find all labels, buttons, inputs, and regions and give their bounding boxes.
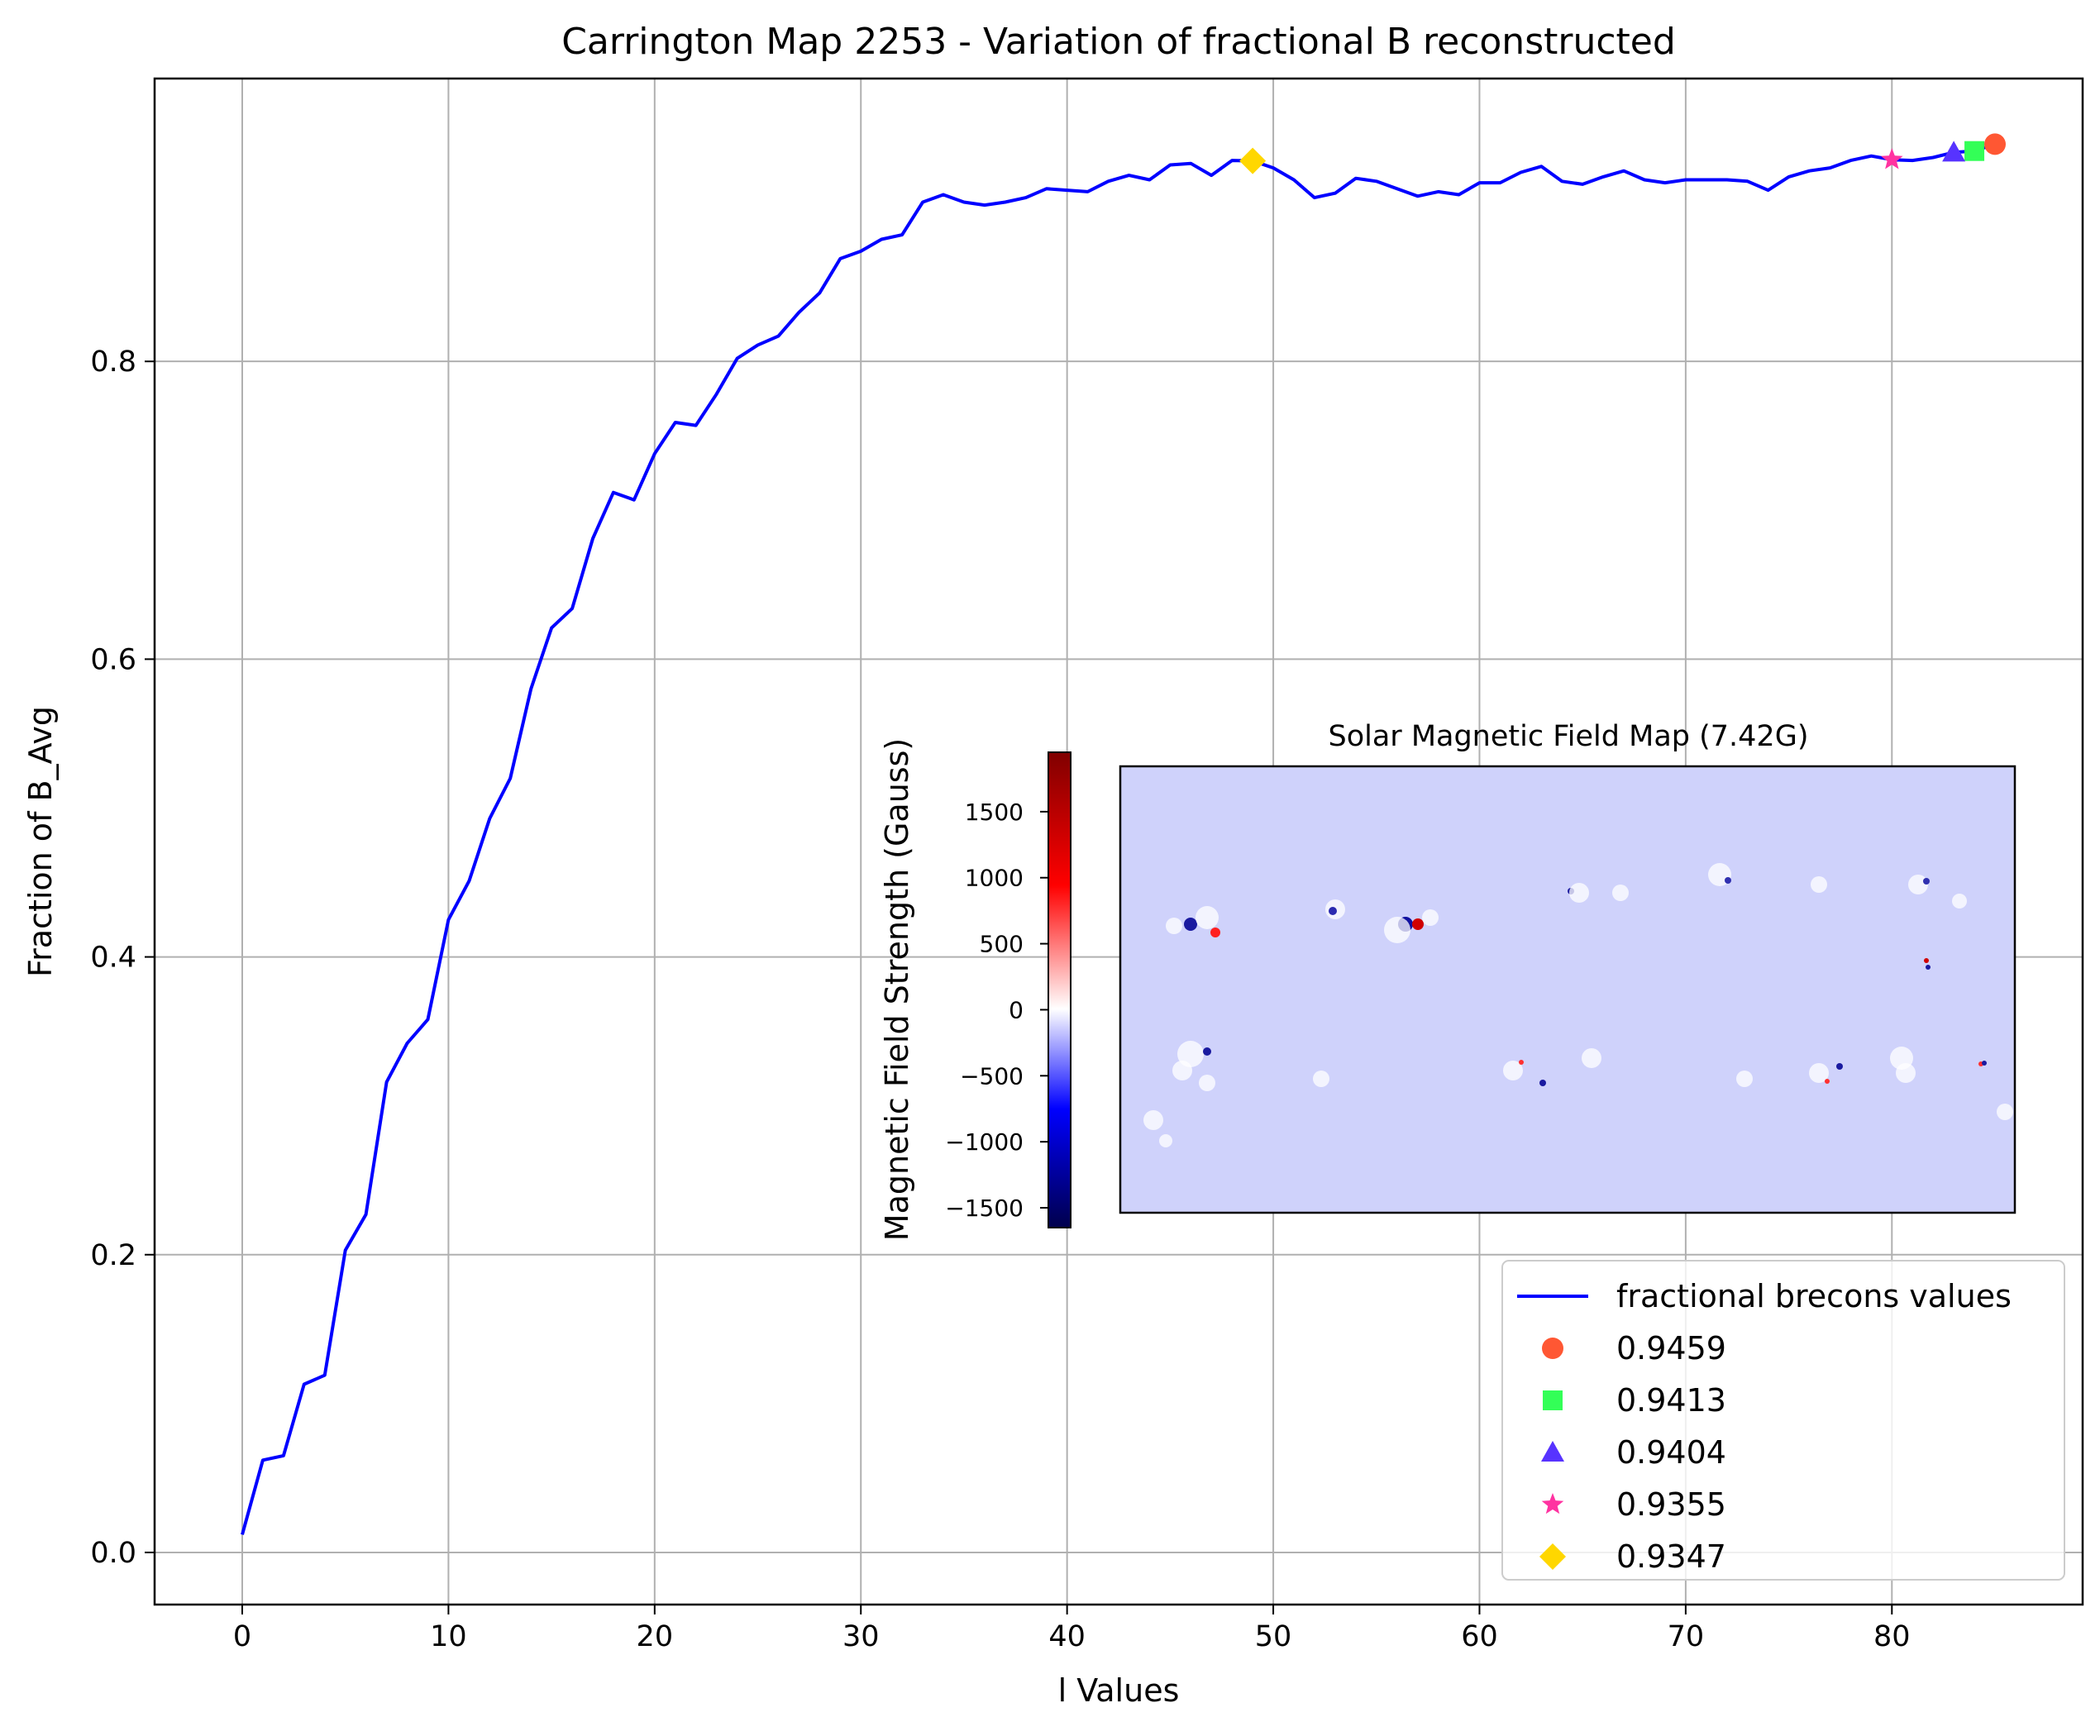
colorbar: 1500 1000 500 0 −500 −1000 −1500 Magnetic Fiel… — [879, 738, 1071, 1241]
legend-marker-label: 0.9413 — [1616, 1382, 1726, 1419]
active-region — [1569, 883, 1589, 903]
active-region — [1725, 877, 1731, 884]
active-region — [1159, 1134, 1172, 1147]
highlight-point — [1239, 147, 1267, 174]
active-region — [1503, 1061, 1523, 1080]
active-region — [1923, 878, 1930, 885]
colorbar-tick-label: 1500 — [965, 799, 1024, 826]
active-region — [1210, 928, 1220, 937]
legend: fractional brecons values 0.94590.94130.… — [1501, 1260, 2065, 1581]
active-region — [1172, 1061, 1192, 1080]
active-region — [1412, 918, 1424, 930]
active-region — [1196, 906, 1219, 929]
active-region — [1924, 958, 1929, 963]
active-region — [1811, 876, 1827, 893]
colorbar-tick-label: −500 — [960, 1062, 1024, 1090]
legend-marker-swatch — [1542, 1338, 1563, 1359]
legend-box — [1501, 1260, 2065, 1581]
inset-magnetic-map: Solar Magnetic Field Map (7.42G) — [1119, 720, 2016, 1214]
active-region — [1582, 1048, 1601, 1068]
x-tick-label: 20 — [637, 1620, 674, 1653]
x-axis-ticks: 0 10 20 30 40 50 60 70 80 — [233, 1605, 1911, 1653]
magnetic-map-features — [1143, 863, 2013, 1147]
active-region — [1177, 1041, 1204, 1067]
colorbar-tick-label: 0 — [1009, 996, 1024, 1023]
magnetic-map-image — [1119, 765, 2016, 1214]
legend-marker-label: 0.9347 — [1616, 1538, 1726, 1575]
highlight-point — [1942, 141, 1966, 162]
active-region — [1809, 1063, 1829, 1083]
x-tick-label: 30 — [842, 1620, 880, 1653]
active-region — [1926, 965, 1931, 970]
colorbar-tick-label: −1500 — [945, 1195, 1024, 1222]
colorbar-ticks: 1500 1000 500 0 −500 −1000 −1500 — [945, 799, 1048, 1222]
series-line — [241, 142, 1996, 1535]
active-region — [1166, 918, 1182, 934]
colorbar-gradient — [1048, 751, 1071, 1228]
active-region — [1313, 1071, 1329, 1087]
legend-marker-label: 0.9459 — [1616, 1330, 1726, 1366]
active-region — [1184, 918, 1197, 931]
x-tick-label: 50 — [1255, 1620, 1292, 1653]
highlight-point — [1881, 148, 1903, 169]
inset-title: Solar Magnetic Field Map (7.42G) — [1329, 720, 1809, 753]
active-region — [1896, 1063, 1916, 1083]
legend-marker-swatch — [1541, 1441, 1564, 1462]
legend-series-label: fractional brecons values — [1616, 1278, 2012, 1314]
legend-marker-label: 0.9404 — [1616, 1434, 1726, 1471]
marker-layer — [1239, 133, 2006, 174]
colorbar-tick-label: 500 — [980, 931, 1024, 958]
legend-marker-swatch — [1541, 1493, 1564, 1514]
x-tick-label: 40 — [1048, 1620, 1086, 1653]
active-region — [1143, 1110, 1163, 1130]
legend-marker-entries: 0.9459 0.9413 0.9404 0.9355 0.9347 — [1539, 1330, 1726, 1575]
active-region — [1329, 907, 1337, 915]
active-region — [1384, 917, 1410, 943]
x-tick-label: 70 — [1668, 1620, 1705, 1653]
colorbar-tick-label: 1000 — [965, 865, 1024, 892]
active-region — [1519, 1060, 1524, 1065]
active-region — [1982, 1061, 1987, 1066]
y-tick-label: 0.6 — [90, 643, 136, 676]
x-tick-label: 0 — [233, 1620, 251, 1653]
active-region — [1825, 1079, 1830, 1084]
active-region — [1612, 885, 1629, 901]
y-tick-label: 0.0 — [90, 1537, 136, 1570]
active-region — [1203, 1047, 1211, 1056]
y-tick-label: 0.4 — [90, 942, 136, 975]
chart-title: Carrington Map 2253 - Variation of fract… — [561, 21, 1676, 63]
active-region — [1908, 875, 1928, 894]
x-tick-label: 10 — [430, 1620, 467, 1653]
highlight-point — [1984, 133, 2006, 155]
plot-frame — [153, 77, 2084, 1606]
legend-marker-label: 0.9355 — [1616, 1486, 1726, 1523]
y-axis-label: Fraction of B_Avg — [22, 706, 59, 977]
legend-marker-swatch — [1543, 1390, 1563, 1410]
colorbar-label: Magnetic Field Strength (Gauss) — [879, 738, 915, 1241]
colorbar-tick-label: −1000 — [945, 1128, 1024, 1156]
active-region — [1539, 1080, 1546, 1086]
active-region — [1422, 909, 1439, 926]
active-region — [1736, 1071, 1753, 1087]
y-axis-ticks: 0.0 0.2 0.4 0.6 0.8 — [90, 346, 155, 1570]
x-tick-label: 60 — [1461, 1620, 1498, 1653]
active-region — [1997, 1104, 2013, 1120]
y-tick-label: 0.8 — [90, 346, 136, 379]
x-axis-label: l Values — [1058, 1672, 1180, 1709]
active-region — [1199, 1075, 1215, 1091]
y-tick-label: 0.2 — [90, 1239, 136, 1272]
highlight-point — [1964, 141, 1985, 161]
legend-marker-swatch — [1539, 1543, 1566, 1570]
x-tick-label: 80 — [1873, 1620, 1911, 1653]
active-region — [1836, 1063, 1843, 1070]
active-region — [1952, 894, 1967, 909]
series-layer — [241, 142, 1996, 1535]
